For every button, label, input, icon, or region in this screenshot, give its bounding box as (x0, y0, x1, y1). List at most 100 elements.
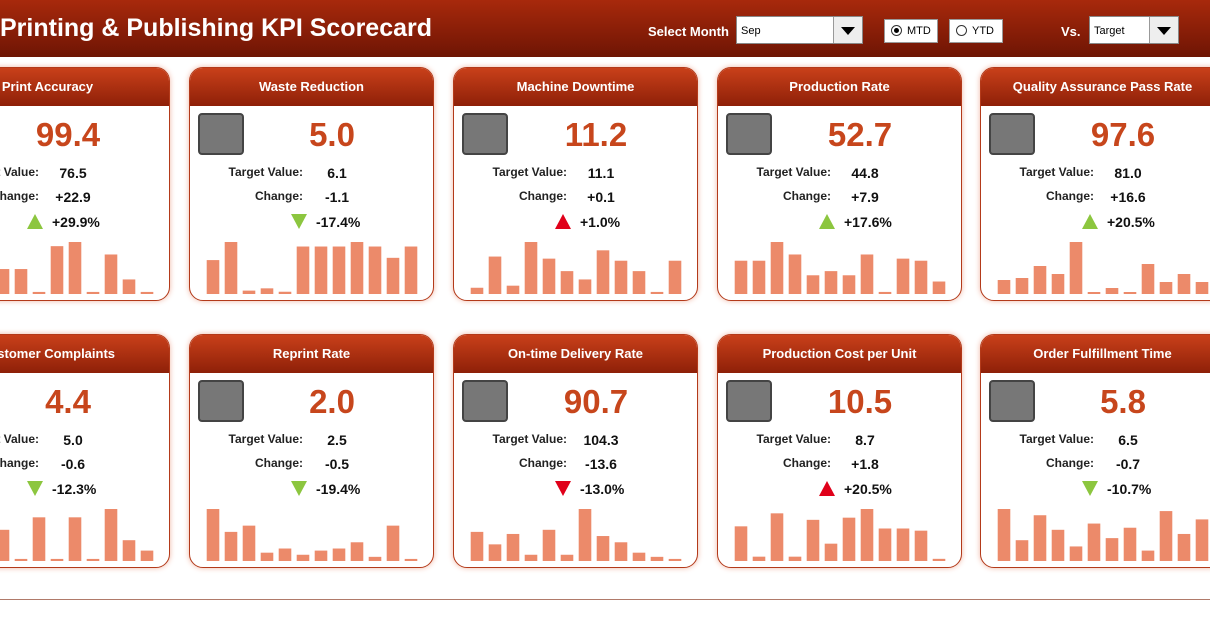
change-value: +7.9 (851, 189, 879, 205)
target-label: Target Value: (756, 165, 831, 179)
trend-bar (1033, 515, 1047, 561)
trend-bar (914, 260, 928, 294)
target-value: 104.3 (583, 432, 619, 448)
trend-bar (1159, 511, 1173, 561)
kpi-value: 5.0 (309, 116, 355, 153)
trend-bar (842, 275, 856, 294)
change-percent: -13.0% (580, 481, 625, 497)
target-value: 8.7 (855, 432, 875, 448)
target-label: Target Value: (756, 432, 831, 446)
status-light (198, 113, 244, 155)
trend-arrow (27, 481, 43, 496)
trend-bar (0, 529, 10, 561)
change-value: +0.1 (587, 189, 615, 205)
card-graphics (206, 481, 418, 561)
card-title: Reprint Rate (190, 335, 433, 373)
dropdown-button[interactable] (1149, 17, 1178, 43)
trend-bar (1105, 538, 1119, 561)
trend-bar (524, 242, 538, 294)
trend-bar (206, 260, 220, 294)
trend-bar (68, 517, 82, 561)
trend-bar (32, 517, 46, 561)
trend-bar (1069, 546, 1083, 561)
card-graphics (0, 214, 154, 294)
status-light (989, 113, 1035, 155)
trend-bar (1087, 292, 1101, 294)
change-value: -13.6 (585, 456, 617, 472)
change-value: -1.1 (324, 189, 350, 205)
target-label: Target Value: (492, 165, 567, 179)
trend-bar (1123, 527, 1137, 561)
trend-bar (488, 256, 502, 294)
month-dropdown[interactable]: Sep (736, 16, 863, 44)
trend-bar (997, 509, 1011, 561)
target-label: Target Value: (1019, 432, 1094, 446)
change-percent: -19.4% (316, 481, 361, 497)
mode-radio[interactable]: MTD (884, 19, 938, 43)
trend-bar (878, 291, 892, 294)
card-graphics (997, 481, 1209, 561)
card-graphics (734, 214, 946, 294)
trend-bar (788, 556, 802, 561)
mode-radio[interactable]: YTD (949, 19, 1003, 43)
change-label: Change: (255, 189, 303, 203)
kpi-value: 2.0 (309, 383, 355, 420)
card-title: Machine Downtime (454, 68, 697, 106)
change-percent: -12.3% (52, 481, 97, 497)
status-light (462, 113, 508, 155)
trend-bar (842, 517, 856, 561)
kpi-value: 5.8 (1100, 383, 1146, 420)
header-bar: Printing & Publishing KPI Scorecard Sele… (0, 0, 1210, 57)
card-title: Customer Complaints (0, 335, 169, 373)
trend-bar (0, 269, 10, 294)
trend-arrow (291, 214, 307, 229)
trend-bar (1069, 242, 1083, 294)
kpi-card: Print Accuracy 99.4 Target Value: 76.5 Chang… (0, 67, 170, 301)
trend-bar (350, 242, 364, 294)
kpi-card: Production Cost per Unit 10.5 Target Value… (717, 334, 962, 568)
trend-bar (560, 554, 574, 561)
trend-bar (206, 509, 220, 561)
card-title: Order Fulfillment Time (981, 335, 1210, 373)
target-value: 44.8 (851, 165, 879, 181)
trend-bar (1015, 540, 1029, 561)
kpi-card: Production Rate 52.7 Target Value: 44.8 Chan… (717, 67, 962, 301)
status-light (726, 380, 772, 422)
trend-bar (404, 246, 418, 294)
target-value: 5.0 (63, 432, 83, 448)
trend-bar (752, 556, 766, 561)
target-label: Target Value: (228, 165, 303, 179)
card-graphics (0, 481, 154, 561)
trend-bar (260, 288, 274, 294)
trend-bar (542, 258, 556, 294)
kpi-value: 99.4 (35, 116, 101, 153)
trend-bar (770, 242, 784, 294)
kpi-card: Waste Reduction 5.0 Target Value: 6.1 Change… (189, 67, 434, 301)
trend-bar (296, 246, 310, 294)
trend-bar (932, 558, 946, 561)
vs-label: Vs. (1061, 24, 1081, 39)
target-label: Target Value: (0, 432, 39, 446)
trend-bar (50, 246, 64, 294)
kpi-value: 11.2 (564, 116, 628, 153)
trend-bar (524, 554, 538, 561)
trend-bar (914, 530, 928, 561)
trend-bar (1159, 282, 1173, 294)
target-label: Target Value: (0, 165, 39, 179)
target-label: Target Value: (492, 432, 567, 446)
trend-bar (1123, 292, 1137, 294)
target-value: 81.0 (1114, 165, 1142, 181)
trend-bar (1141, 264, 1155, 294)
trend-bar (242, 290, 256, 294)
status-light (726, 113, 772, 155)
target-label: Target Value: (228, 432, 303, 446)
trend-bar (86, 291, 100, 294)
trend-bar (596, 536, 610, 561)
trend-bar (1195, 282, 1209, 294)
trend-bar (1051, 529, 1065, 561)
trend-bar (122, 540, 136, 561)
vs-dropdown[interactable]: Target (1089, 16, 1179, 44)
dropdown-button[interactable] (833, 17, 862, 43)
trend-bar (260, 552, 274, 561)
change-label: Change: (1046, 189, 1094, 203)
